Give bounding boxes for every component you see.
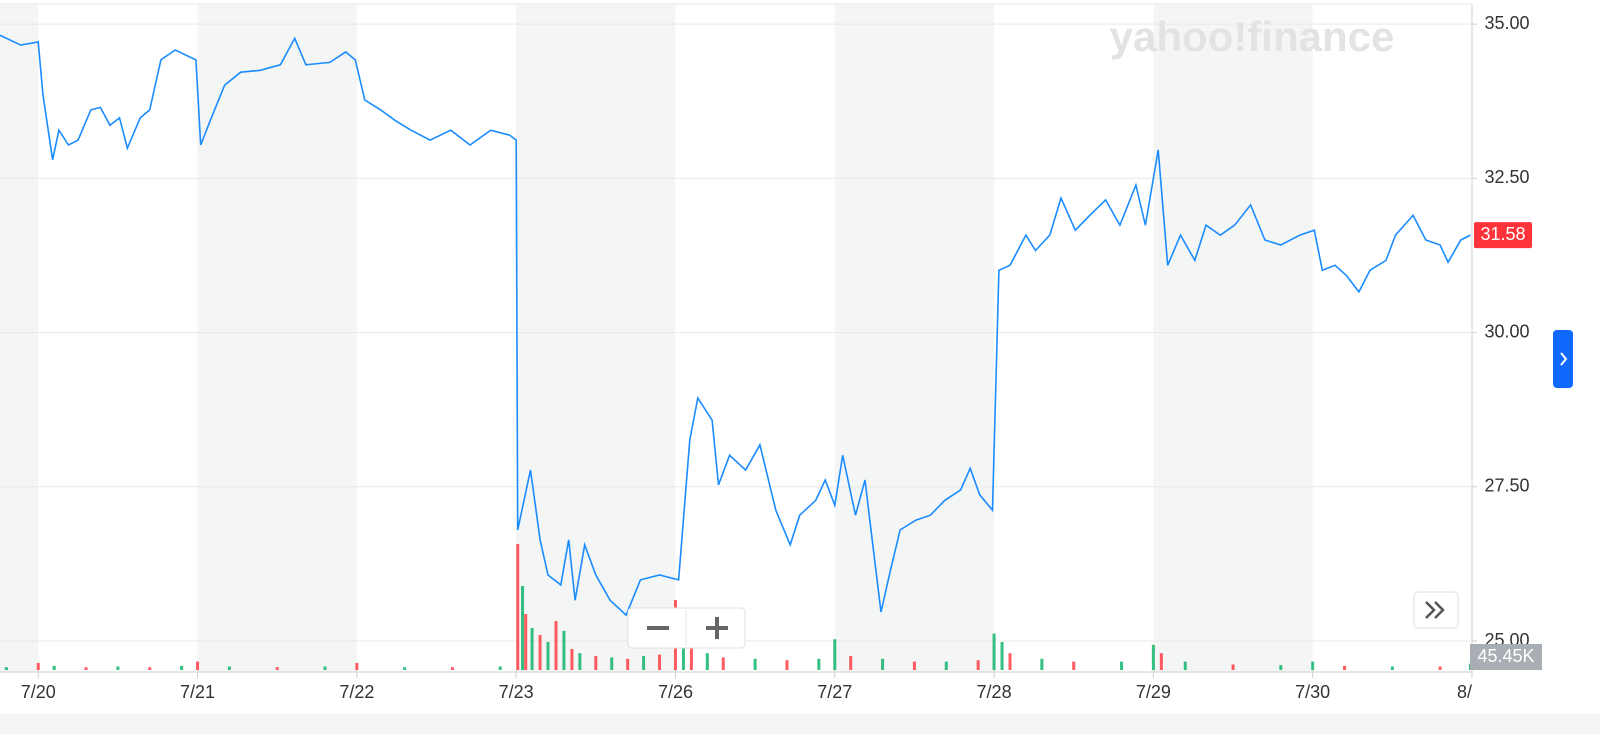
- volume-bar: [554, 621, 558, 670]
- volume-bar: [52, 665, 56, 670]
- background: [0, 5, 1313, 672]
- x-tick-label: 7/21: [180, 682, 215, 702]
- volume-bar: [196, 661, 200, 670]
- x-tick-label: 7/23: [499, 682, 534, 702]
- volume-bar: [323, 666, 327, 670]
- volume-bar: [4, 667, 8, 670]
- volume-bar: [180, 665, 184, 670]
- volume-bar: [626, 658, 630, 670]
- volume-bar: [148, 667, 152, 670]
- scroll-icon: [1425, 601, 1445, 619]
- volume-bar: [1040, 658, 1044, 670]
- volume-bar: [116, 666, 120, 670]
- volume-bar: [1151, 644, 1155, 670]
- volume-bar: [642, 656, 646, 670]
- x-tick-label: 7/26: [658, 682, 693, 702]
- x-tick-label: 7/29: [1136, 682, 1171, 702]
- volume-bar: [594, 656, 598, 670]
- x-tick-label: 7/22: [339, 682, 374, 702]
- day-band: [834, 5, 995, 672]
- volume-bar: [992, 633, 996, 670]
- volume-bar: [721, 657, 725, 670]
- zoom-in-v[interactable]: [715, 617, 719, 639]
- volume-bar: [1159, 653, 1163, 670]
- volume-bar: [1438, 666, 1442, 670]
- volume-bar: [516, 544, 520, 670]
- volume-bar: [1008, 653, 1012, 670]
- zoom-controls[interactable]: [627, 607, 746, 649]
- volume-bar: [881, 658, 885, 670]
- scroll-button[interactable]: [1413, 591, 1459, 629]
- volume-bar: [403, 667, 407, 670]
- zoom-out[interactable]: [647, 626, 669, 630]
- volume-bar: [681, 635, 685, 670]
- last-price-label: 31.58: [1480, 224, 1525, 244]
- day-band: [0, 5, 39, 672]
- volume-bar: [1390, 666, 1394, 670]
- watermark: yahoo!finance: [1110, 13, 1395, 60]
- volume-bar: [817, 658, 821, 670]
- volume-bar: [976, 660, 980, 670]
- volume-bar: [538, 635, 542, 670]
- side-tab[interactable]: [1553, 330, 1573, 388]
- volume-bar: [521, 586, 525, 670]
- x-tick-label: 7/30: [1295, 682, 1330, 702]
- volume-bar: [1279, 665, 1283, 670]
- volume-label-box: [1470, 644, 1542, 670]
- volume-bar: [610, 657, 614, 670]
- price-line: [0, 34, 1471, 617]
- volume-bar: [1231, 664, 1235, 670]
- day-band: [1153, 5, 1313, 672]
- volume-bar: [944, 661, 948, 670]
- x-tick-label: 8/: [1457, 682, 1472, 702]
- volume-bar: [530, 628, 534, 670]
- volume-bar: [524, 614, 528, 670]
- x-tick-label: 7/28: [977, 682, 1012, 702]
- side-tab-icon: [1560, 352, 1568, 366]
- volume-label: 45.45K: [1477, 646, 1534, 666]
- volume-bar: [570, 649, 574, 670]
- y-tick-label: 27.50: [1484, 476, 1529, 496]
- volume-bar: [1311, 661, 1315, 670]
- y-tick-label: 35.00: [1484, 13, 1529, 33]
- x-tick-label: 7/20: [21, 682, 56, 702]
- side-tab-box[interactable]: [1553, 330, 1573, 388]
- volume-bar: [227, 666, 231, 670]
- volume-bar: [498, 666, 502, 670]
- volume-bar: [1120, 661, 1124, 670]
- x-tick-label: 7/27: [817, 682, 852, 702]
- volume-bar: [36, 663, 40, 670]
- volume-bar: [1183, 661, 1187, 670]
- day-band: [197, 5, 357, 672]
- volume-bar: [1000, 642, 1004, 670]
- volume-bar: [275, 667, 279, 670]
- volume-bar: [1072, 661, 1076, 670]
- volume-bar: [1343, 665, 1347, 670]
- volume-bar: [785, 660, 789, 670]
- volume-bar: [546, 642, 550, 670]
- volume-bar: [450, 667, 454, 670]
- footer-strip: [0, 714, 1600, 734]
- volume-bar: [689, 644, 693, 670]
- y-tick-label: 32.50: [1484, 167, 1529, 187]
- volume-bar: [833, 639, 837, 670]
- volume-bar: [355, 663, 359, 670]
- scroll-box[interactable]: [1413, 591, 1459, 629]
- volume-bar: [562, 630, 566, 670]
- last-price-box: [1474, 222, 1532, 249]
- volume-bar: [705, 653, 709, 670]
- volume-bar: [84, 667, 88, 670]
- day-band: [516, 5, 676, 672]
- volume-bar: [578, 653, 582, 670]
- volume-bar: [753, 658, 757, 670]
- volume-bar: [912, 661, 916, 670]
- volume-bar: [658, 654, 662, 670]
- volume-bar: [849, 656, 853, 670]
- y-tick-label: 30.00: [1484, 321, 1529, 341]
